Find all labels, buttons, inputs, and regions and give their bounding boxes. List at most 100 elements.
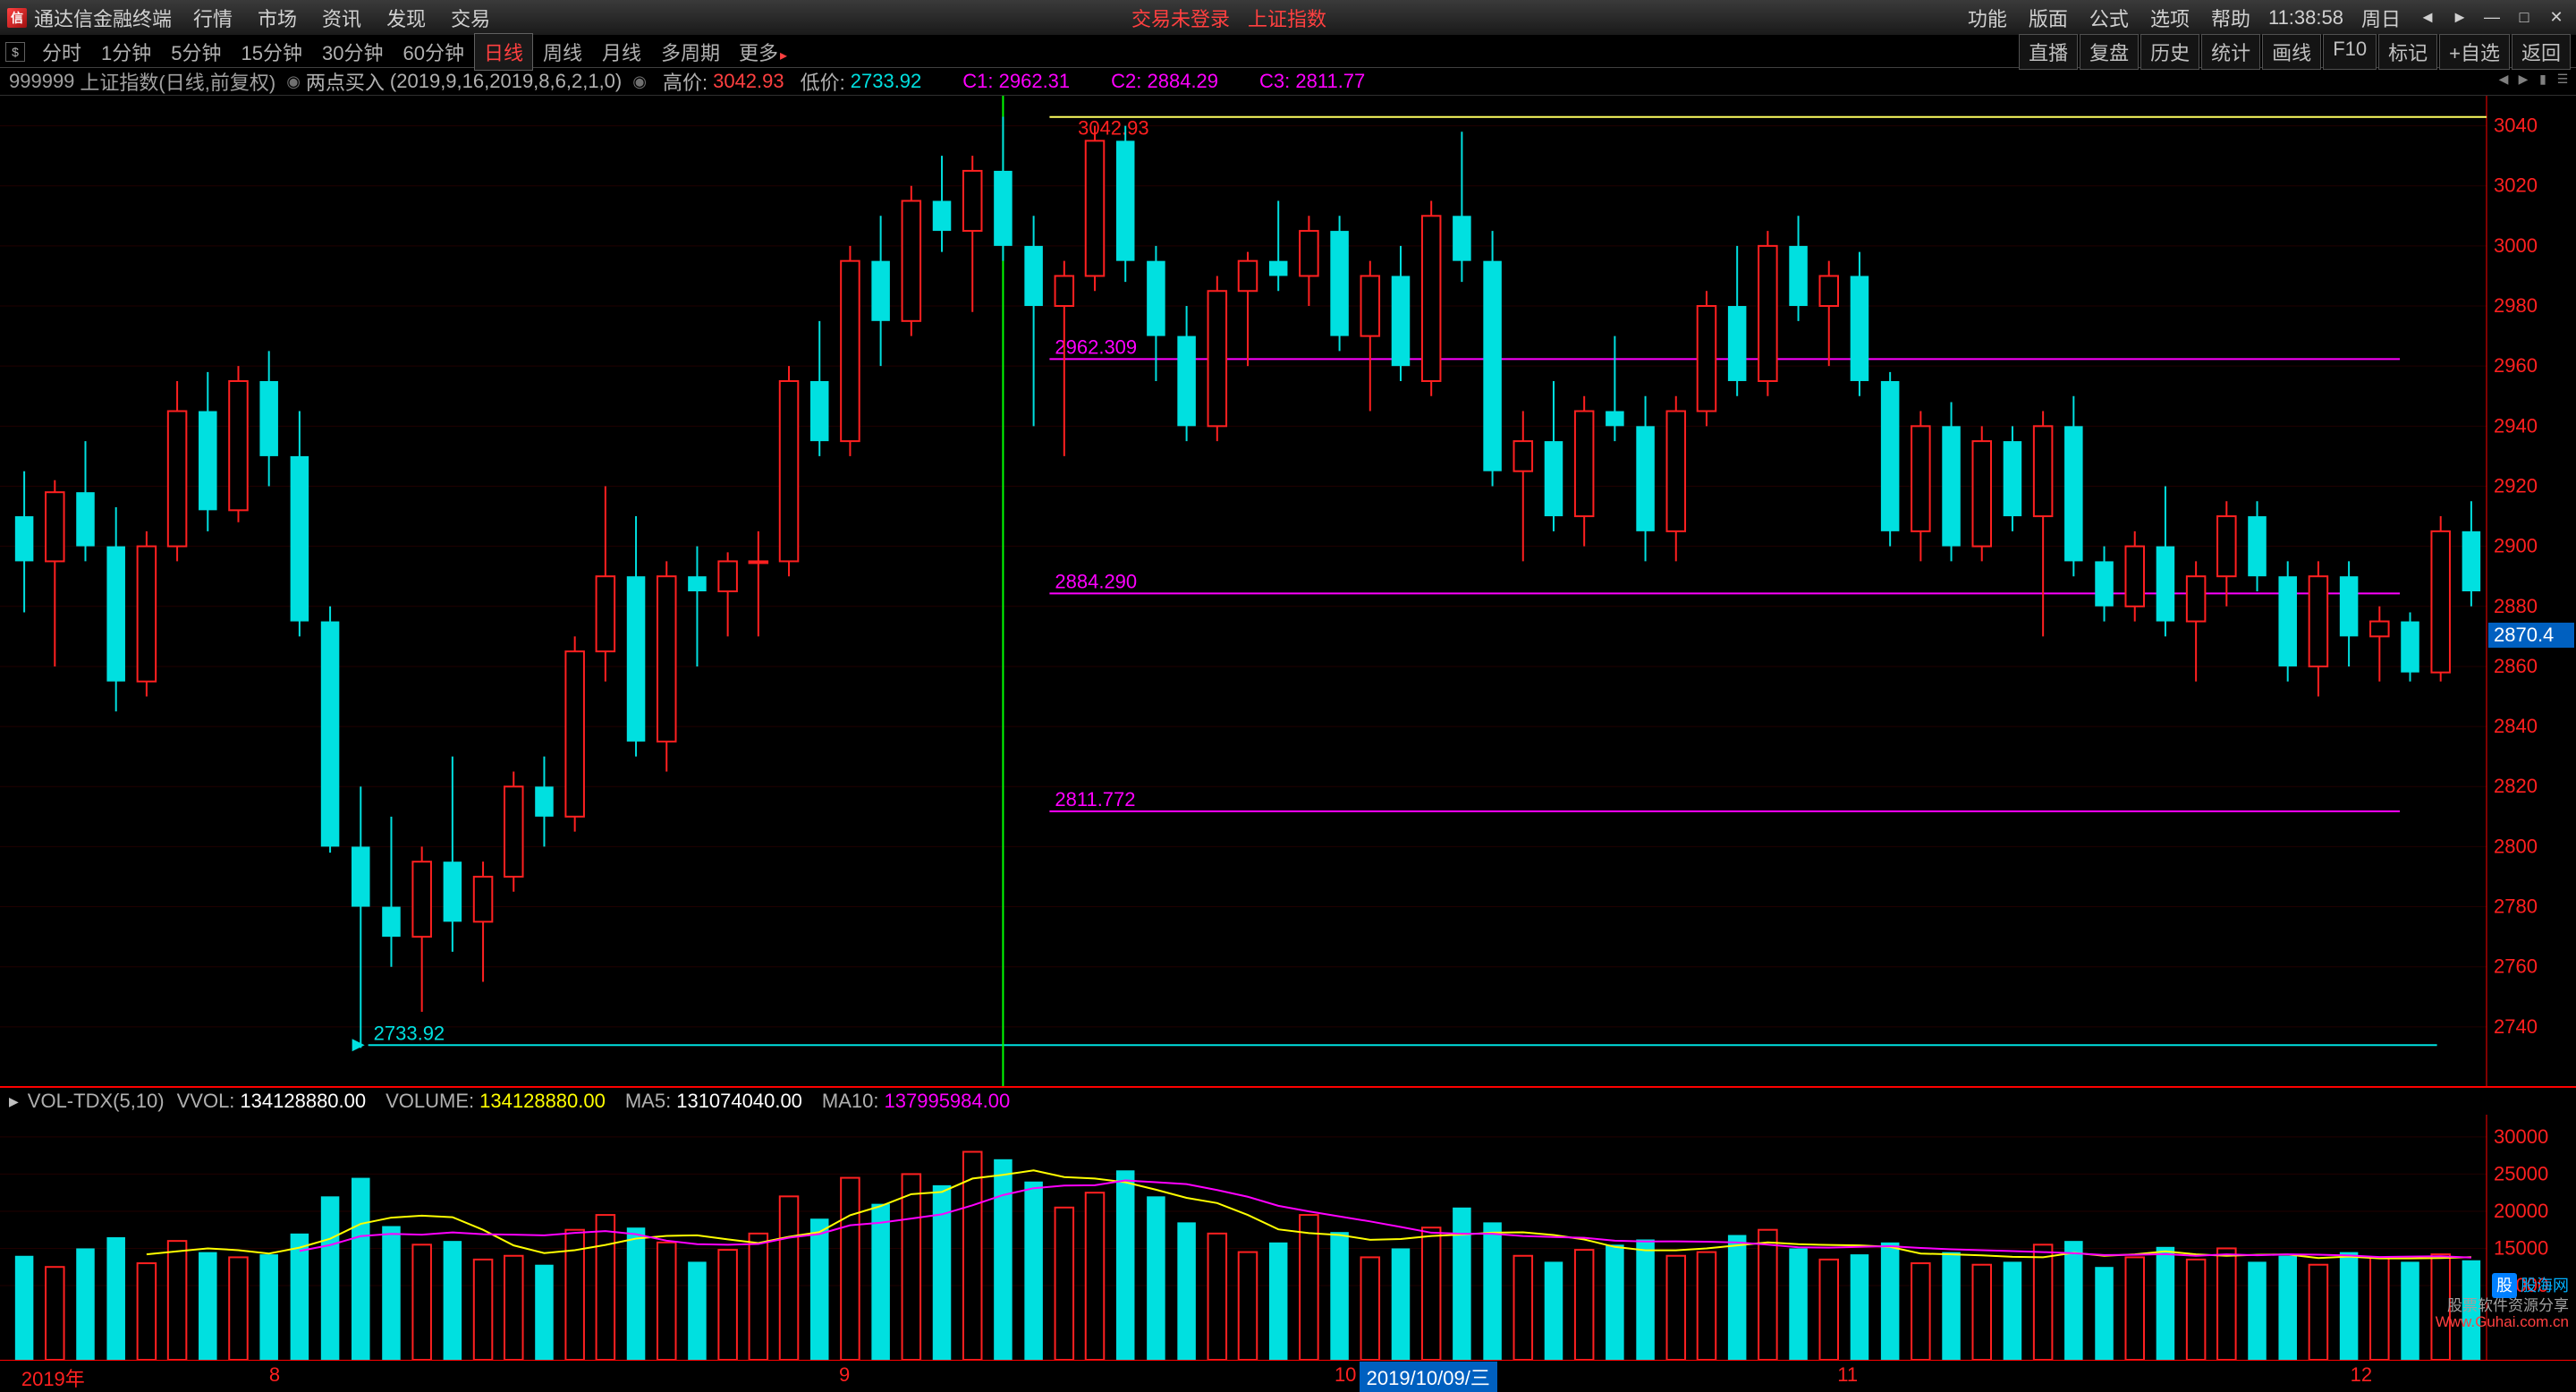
timeframe-group: 分时1分钟5分钟15分钟30分钟60分钟日线周线月线多周期 <box>32 33 730 71</box>
toolbar-rbtn-8[interactable]: 返回 <box>2512 34 2571 70</box>
collapse-icon[interactable]: ▶ <box>9 1094 19 1109</box>
time-tick: 11 <box>1837 1363 1858 1387</box>
right-arrow-icon[interactable]: ▶ <box>2515 71 2531 87</box>
timeframe-8[interactable]: 月线 <box>592 33 651 71</box>
svg-text:2860: 2860 <box>2494 655 2538 677</box>
svg-text:2840: 2840 <box>2494 715 2538 737</box>
right-menu-item-2[interactable]: 公式 <box>2089 4 2129 32</box>
right-menu-item-4[interactable]: 帮助 <box>2211 4 2250 32</box>
nav-back-icon[interactable]: ◄ <box>2415 8 2440 28</box>
timeframe-4[interactable]: 30分钟 <box>312 33 393 71</box>
main-menu: 行情市场资讯发现交易 <box>193 4 490 32</box>
battery-icon[interactable]: ▮ <box>2535 71 2551 87</box>
toolbar-rbtn-3[interactable]: 统计 <box>2201 34 2260 70</box>
maximize-icon[interactable]: □ <box>2512 8 2537 28</box>
nav-fwd-icon[interactable]: ► <box>2447 8 2472 28</box>
indicator-name: 两点买入 <box>306 67 385 96</box>
login-status[interactable]: 交易未登录 <box>1131 4 1230 32</box>
menu-item-1[interactable]: 市场 <box>258 4 297 32</box>
volume-chart[interactable]: 1000015000200002500030000 股股海网 股票软件资源分享 … <box>0 1115 2576 1360</box>
timeframe-2[interactable]: 5分钟 <box>161 33 231 71</box>
app-title: 通达信金融终端 <box>34 4 172 32</box>
svg-text:15000: 15000 <box>2494 1236 2548 1259</box>
time-axis: 2019年891011122019/10/09/三 <box>0 1360 2576 1387</box>
eye-icon-2[interactable]: ◉ <box>632 72 647 91</box>
minimize-icon[interactable]: — <box>2479 8 2504 28</box>
toolbar-right-buttons: 直播复盘历史统计画线F10标记+自选返回 <box>2017 34 2571 70</box>
vvol-label: VVOL: <box>177 1090 235 1113</box>
toolbar-rbtn-6[interactable]: 标记 <box>2378 34 2437 70</box>
svg-text:2820: 2820 <box>2494 775 2538 797</box>
ma10-label: MA10: <box>822 1090 879 1113</box>
volume-label: VOLUME: <box>386 1090 474 1113</box>
volume-value: 134128880.00 <box>479 1090 606 1113</box>
timeframe-3[interactable]: 15分钟 <box>232 33 312 71</box>
close-icon[interactable]: ✕ <box>2544 8 2569 28</box>
index-name[interactable]: 上证指数 <box>1248 4 1326 32</box>
left-arrow-icon[interactable]: ◀ <box>2496 71 2512 87</box>
low-label: 低价: <box>801 67 845 96</box>
svg-text:3040: 3040 <box>2494 115 2538 137</box>
time-tick: 9 <box>839 1363 850 1387</box>
timeframe-7[interactable]: 周线 <box>533 33 592 71</box>
timeframe-9[interactable]: 多周期 <box>651 33 730 71</box>
svg-text:3000: 3000 <box>2494 234 2538 257</box>
svg-text:30000: 30000 <box>2494 1125 2548 1148</box>
toolbar-rbtn-5[interactable]: F10 <box>2323 34 2377 70</box>
c1-value: C1: 2962.31 <box>962 70 1070 93</box>
right-menu-item-3[interactable]: 选项 <box>2150 4 2190 32</box>
svg-text:25000: 25000 <box>2494 1162 2548 1184</box>
menu-item-0[interactable]: 行情 <box>193 4 233 32</box>
timeframe-1[interactable]: 1分钟 <box>91 33 161 71</box>
toolbar-rbtn-4[interactable]: 画线 <box>2262 34 2321 70</box>
low-value: 2733.92 <box>851 70 922 93</box>
titlebar-center: 交易未登录 上证指数 <box>490 4 1968 32</box>
svg-text:2880: 2880 <box>2494 595 2538 617</box>
titlebar: 信 通达信金融终端 行情市场资讯发现交易 交易未登录 上证指数 功能版面公式选项… <box>0 0 2576 36</box>
timeframe-0[interactable]: 分时 <box>32 33 91 71</box>
eye-icon[interactable]: ◉ <box>286 72 301 91</box>
svg-text:2920: 2920 <box>2494 474 2538 497</box>
toolbar-rbtn-0[interactable]: 直播 <box>2019 34 2078 70</box>
menu-item-3[interactable]: 发现 <box>386 4 426 32</box>
time-tick: 8 <box>269 1363 280 1387</box>
right-menu: 功能版面公式选项帮助 <box>1968 4 2250 32</box>
watermark-line2: 股票软件资源分享 <box>2436 1298 2569 1315</box>
svg-text:2733.92: 2733.92 <box>374 1022 445 1044</box>
watermark-line1: 股海网 <box>2521 1277 2569 1294</box>
svg-text:3020: 3020 <box>2494 174 2538 197</box>
indicator-params: (2019,9,16,2019,8,6,2,1,0) <box>390 70 622 93</box>
svg-text:2811.772: 2811.772 <box>1055 788 1135 811</box>
volume-info-line: ▶ VOL-TDX(5,10) VVOL: 134128880.00 VOLUM… <box>0 1086 2576 1115</box>
clock: 11:38:58 <box>2268 6 2343 30</box>
right-menu-item-1[interactable]: 版面 <box>2029 4 2068 32</box>
svg-text:2940: 2940 <box>2494 414 2538 437</box>
ma5-label: MA5: <box>625 1090 671 1113</box>
weekday: 周日 <box>2361 4 2401 32</box>
chart-info-line: 999999 上证指数(日线,前复权) ◉ 两点买入 (2019,9,16,20… <box>0 68 2576 95</box>
price-chart[interactable]: 2740276027802800282028402860288029002920… <box>0 95 2576 1086</box>
svg-text:20000: 20000 <box>2494 1200 2548 1222</box>
more-button[interactable]: 更多 <box>730 34 796 70</box>
svg-text:2900: 2900 <box>2494 535 2538 557</box>
watermark-line3: Www.Guhai.com.cn <box>2436 1314 2569 1331</box>
trade-icon[interactable]: $ <box>5 42 25 62</box>
menu-item-2[interactable]: 资讯 <box>322 4 361 32</box>
window-buttons: ◄ ► — □ ✕ <box>2415 8 2569 28</box>
toolbar-rbtn-1[interactable]: 复盘 <box>2080 34 2139 70</box>
toolbar-rbtn-7[interactable]: +自选 <box>2439 34 2510 70</box>
toolbar-rbtn-2[interactable]: 历史 <box>2140 34 2199 70</box>
time-tick: 10 <box>1335 1363 1356 1387</box>
ma5-value: 131074040.00 <box>676 1090 802 1113</box>
timeframe-6[interactable]: 日线 <box>474 33 533 71</box>
high-value: 3042.93 <box>713 70 784 93</box>
menu-icon[interactable]: ☰ <box>2555 71 2571 87</box>
watermark: 股股海网 股票软件资源分享 Www.Guhai.com.cn <box>2436 1273 2569 1331</box>
time-cursor-marker: 2019/10/09/三 <box>1360 1362 1497 1392</box>
timeframe-5[interactable]: 60分钟 <box>393 33 473 71</box>
timeframe-toolbar: $ 分时1分钟5分钟15分钟30分钟60分钟日线周线月线多周期 更多 直播复盘历… <box>0 36 2576 68</box>
app-logo-icon: 信 <box>7 8 27 28</box>
right-menu-item-0[interactable]: 功能 <box>1968 4 2007 32</box>
menu-item-4[interactable]: 交易 <box>451 4 490 32</box>
vvol-value: 134128880.00 <box>240 1090 366 1113</box>
